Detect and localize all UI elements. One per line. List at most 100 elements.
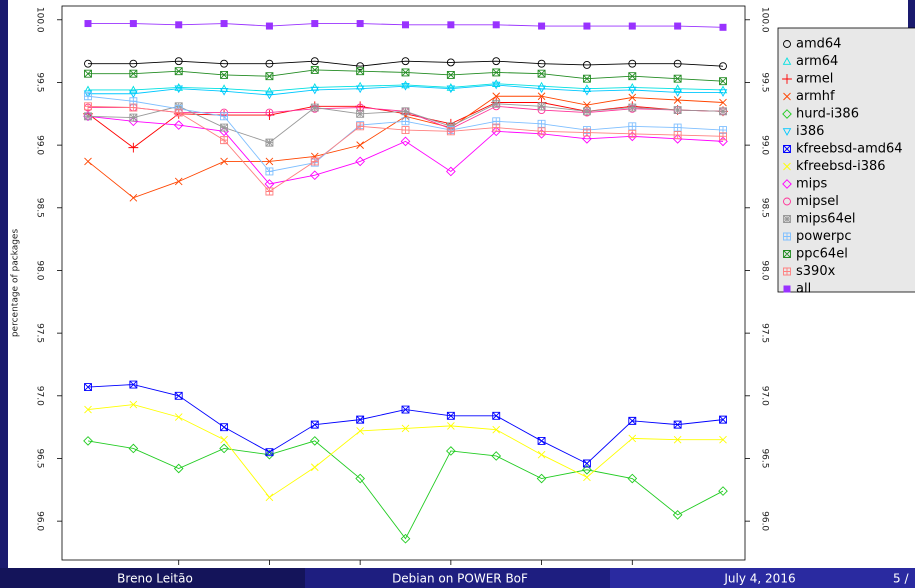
point — [783, 92, 791, 101]
point — [446, 446, 456, 456]
point — [783, 145, 791, 153]
point — [673, 123, 682, 132]
footer-author: Breno Leitão — [117, 572, 193, 586]
y-tick-label: 96.0 — [35, 511, 45, 531]
y-tick-label: 96.5 — [760, 448, 770, 468]
point — [492, 99, 501, 108]
point — [356, 109, 365, 118]
point — [718, 89, 728, 97]
point — [536, 473, 547, 484]
point — [264, 110, 275, 120]
point — [628, 122, 637, 131]
point — [582, 464, 592, 475]
point — [310, 463, 319, 472]
point — [265, 91, 274, 100]
point — [583, 22, 591, 30]
legend-label: armel — [796, 72, 833, 87]
point — [174, 177, 183, 186]
point — [719, 77, 727, 86]
series-line — [88, 60, 724, 67]
point — [672, 510, 683, 520]
plot-frame — [61, 5, 746, 561]
point — [265, 157, 274, 166]
point — [84, 69, 92, 78]
point — [310, 103, 319, 112]
point — [356, 122, 365, 131]
point — [401, 405, 410, 414]
point — [84, 157, 92, 166]
point — [782, 74, 792, 84]
point — [265, 108, 274, 117]
point — [582, 134, 592, 144]
point — [628, 434, 637, 443]
point — [537, 102, 546, 111]
footer-right — [610, 568, 915, 588]
point — [220, 112, 229, 121]
point — [782, 179, 792, 189]
point — [173, 463, 184, 474]
point — [265, 22, 273, 30]
legend-label: powerpc — [796, 229, 852, 244]
point — [537, 127, 546, 136]
point — [719, 132, 727, 141]
point — [627, 473, 638, 484]
point — [583, 473, 591, 482]
point — [265, 59, 274, 68]
legend-label: all — [796, 282, 811, 297]
y-tick-label: 98.5 — [35, 198, 45, 218]
point — [356, 62, 365, 71]
point — [356, 20, 364, 28]
point — [628, 93, 637, 102]
point — [83, 90, 93, 99]
point — [446, 58, 455, 67]
point — [401, 68, 410, 77]
point — [356, 415, 365, 424]
point — [265, 138, 274, 147]
point — [401, 80, 410, 89]
point — [718, 486, 728, 496]
point — [538, 22, 546, 30]
point — [174, 391, 183, 400]
point — [627, 131, 638, 142]
point — [719, 107, 727, 116]
point — [492, 57, 501, 66]
y-tick-label: 96.0 — [760, 511, 770, 531]
point — [446, 83, 456, 91]
y-tick-label: 100.0 — [35, 7, 45, 33]
point — [447, 422, 455, 430]
point — [128, 142, 139, 153]
point — [783, 285, 791, 293]
point — [355, 156, 365, 167]
footer-mid — [305, 568, 610, 588]
point — [446, 127, 455, 136]
point — [220, 136, 229, 145]
point — [719, 98, 727, 107]
point — [129, 103, 138, 112]
point — [173, 120, 184, 130]
point — [174, 85, 183, 94]
point — [174, 57, 183, 66]
point — [582, 60, 591, 69]
point — [84, 383, 92, 391]
point — [492, 425, 501, 434]
legend-label: mips64el — [796, 212, 855, 227]
point — [783, 162, 791, 171]
y-tick-label: 99.5 — [35, 72, 45, 92]
point — [719, 415, 727, 424]
point — [628, 129, 637, 138]
point — [220, 59, 229, 68]
point — [582, 87, 592, 96]
y-tick-label: 97.5 — [35, 323, 45, 343]
point — [628, 22, 636, 30]
point — [84, 102, 92, 111]
point — [220, 423, 229, 432]
footer-title: Debian on POWER BoF — [392, 572, 528, 586]
point — [220, 123, 229, 132]
point — [673, 96, 682, 104]
point — [719, 435, 727, 444]
point — [356, 427, 364, 435]
y-tick-label: 98.0 — [760, 260, 770, 280]
point — [402, 21, 409, 29]
point — [128, 443, 139, 454]
legend-label: kfreebsd-amd64 — [796, 142, 903, 157]
